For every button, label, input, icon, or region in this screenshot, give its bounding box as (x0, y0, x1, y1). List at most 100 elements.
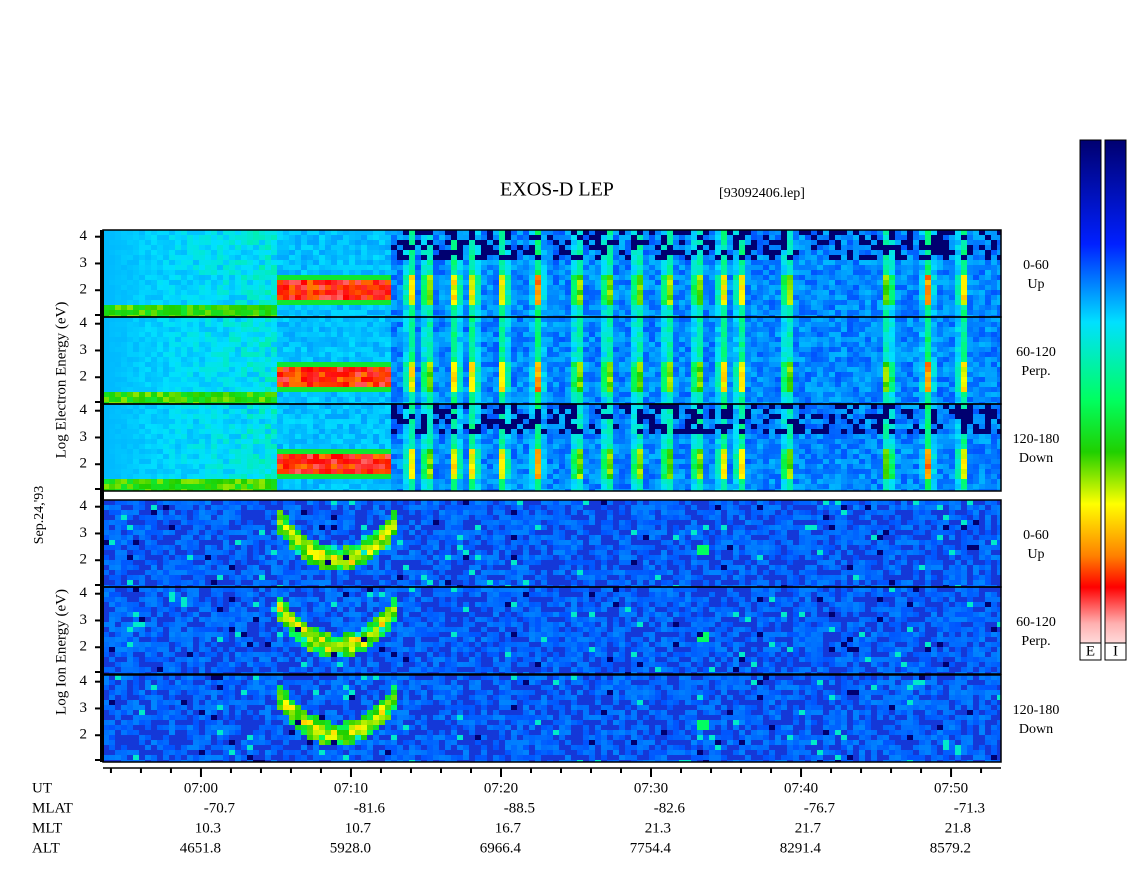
spectrogram-cell (433, 382, 439, 387)
spectrogram-cell (139, 260, 145, 265)
spectrogram-cell (691, 295, 697, 300)
spectrogram-cell (619, 397, 625, 402)
spectrogram-cell (379, 387, 385, 392)
spectrogram-cell (715, 280, 721, 285)
spectrogram-cell (697, 382, 703, 387)
spectrogram-cell (667, 270, 673, 275)
spectrogram-cell (787, 240, 793, 245)
spectrogram-cell (163, 245, 169, 250)
spectrogram-cell (313, 300, 319, 305)
spectrogram-cell (505, 357, 511, 362)
spectrogram-cell (385, 245, 391, 250)
spectrogram-cell (163, 372, 169, 377)
spectrogram-cell (703, 392, 709, 397)
spectrogram-cell (823, 280, 829, 285)
spectrogram-cell (649, 332, 655, 337)
spectrogram-cell (787, 270, 793, 275)
spectrogram-cell (409, 235, 415, 240)
spectrogram-cell (805, 342, 811, 347)
spectrogram-cell (283, 270, 289, 275)
spectrogram-cell (373, 270, 379, 275)
spectrogram-cell (751, 275, 757, 280)
spectrogram-cell (139, 342, 145, 347)
spectrogram-cell (475, 362, 481, 367)
spectrogram-cell (103, 317, 109, 322)
spectrogram-cell (505, 250, 511, 255)
spectrogram-cell (175, 352, 181, 357)
spectrogram-cell (181, 357, 187, 362)
spectrogram-cell (757, 260, 763, 265)
spectrogram-cell (715, 322, 721, 327)
spectrogram-cell (469, 342, 475, 347)
spectrogram-cell (151, 310, 157, 315)
spectrogram-cell (685, 352, 691, 357)
spectrogram-cell (763, 235, 769, 240)
spectrogram-cell (631, 352, 637, 357)
spectrogram-cell (109, 402, 115, 404)
spectrogram-cell (487, 357, 493, 362)
spectrogram-cell (163, 357, 169, 362)
spectrogram-cell (925, 270, 931, 275)
spectrogram-cell (847, 235, 853, 240)
spectrogram-cell (703, 245, 709, 250)
spectrogram-cell (727, 402, 733, 404)
spectrogram-cell (631, 250, 637, 255)
spectrogram-cell (847, 275, 853, 280)
spectrogram-cell (175, 317, 181, 322)
spectrogram-cell (799, 235, 805, 240)
spectrogram-cell (355, 377, 361, 382)
spectrogram-cell (247, 377, 253, 382)
spectrogram-cell (763, 357, 769, 362)
spectrogram-cell (115, 285, 121, 290)
spectrogram-cell (709, 387, 715, 392)
spectrogram-cell (673, 315, 679, 317)
spectrogram-cell (247, 342, 253, 347)
spectrogram-cell (799, 322, 805, 327)
spectrogram-cell (655, 295, 661, 300)
spectrogram-cell (733, 392, 739, 397)
spectrogram-cell (775, 245, 781, 250)
spectrogram-cell (265, 245, 271, 250)
spectrogram-cell (967, 275, 973, 280)
spectrogram-cell (733, 230, 739, 235)
spectrogram-cell (763, 255, 769, 260)
spectrogram-cell (175, 275, 181, 280)
spectrogram-cell (469, 382, 475, 387)
spectrogram-cell (937, 250, 943, 255)
spectrogram-cell (919, 315, 925, 317)
spectrogram-cell (157, 270, 163, 275)
spectrogram-cell (775, 322, 781, 327)
spectrogram-cell (211, 280, 217, 285)
spectrogram-cell (625, 315, 631, 317)
spectrogram-cell (439, 397, 445, 402)
spectrogram-cell (589, 295, 595, 300)
spectrogram-cell (319, 230, 325, 235)
spectrogram-cell (673, 280, 679, 285)
spectrogram-cell (103, 265, 109, 270)
spectrogram-cell (853, 305, 859, 310)
spectrogram-cell (445, 280, 451, 285)
spectrogram-cell (139, 315, 145, 317)
spectrogram-cell (949, 255, 955, 260)
spectrogram-cell (163, 250, 169, 255)
spectrogram-cell (619, 245, 625, 250)
spectrogram-cell (913, 260, 919, 265)
spectrogram-cell (277, 387, 283, 392)
spectrogram-cell (757, 372, 763, 377)
spectrogram-cell (229, 347, 235, 352)
spectrogram-cell (757, 362, 763, 367)
spectrogram-cell (649, 397, 655, 402)
spectrogram-cell (127, 305, 133, 310)
spectrogram-cell (733, 382, 739, 387)
spectrogram-cell (169, 265, 175, 270)
spectrogram-cell (223, 280, 229, 285)
spectrogram-cell (343, 285, 349, 290)
spectrogram-cell (673, 342, 679, 347)
spectrogram-cell (799, 397, 805, 402)
spectrogram-cell (859, 347, 865, 352)
spectrogram-cell (793, 300, 799, 305)
spectrogram-cell (385, 372, 391, 377)
spectrogram-cell (781, 310, 787, 315)
spectrogram-cell (541, 332, 547, 337)
spectrogram-cell (529, 392, 535, 397)
